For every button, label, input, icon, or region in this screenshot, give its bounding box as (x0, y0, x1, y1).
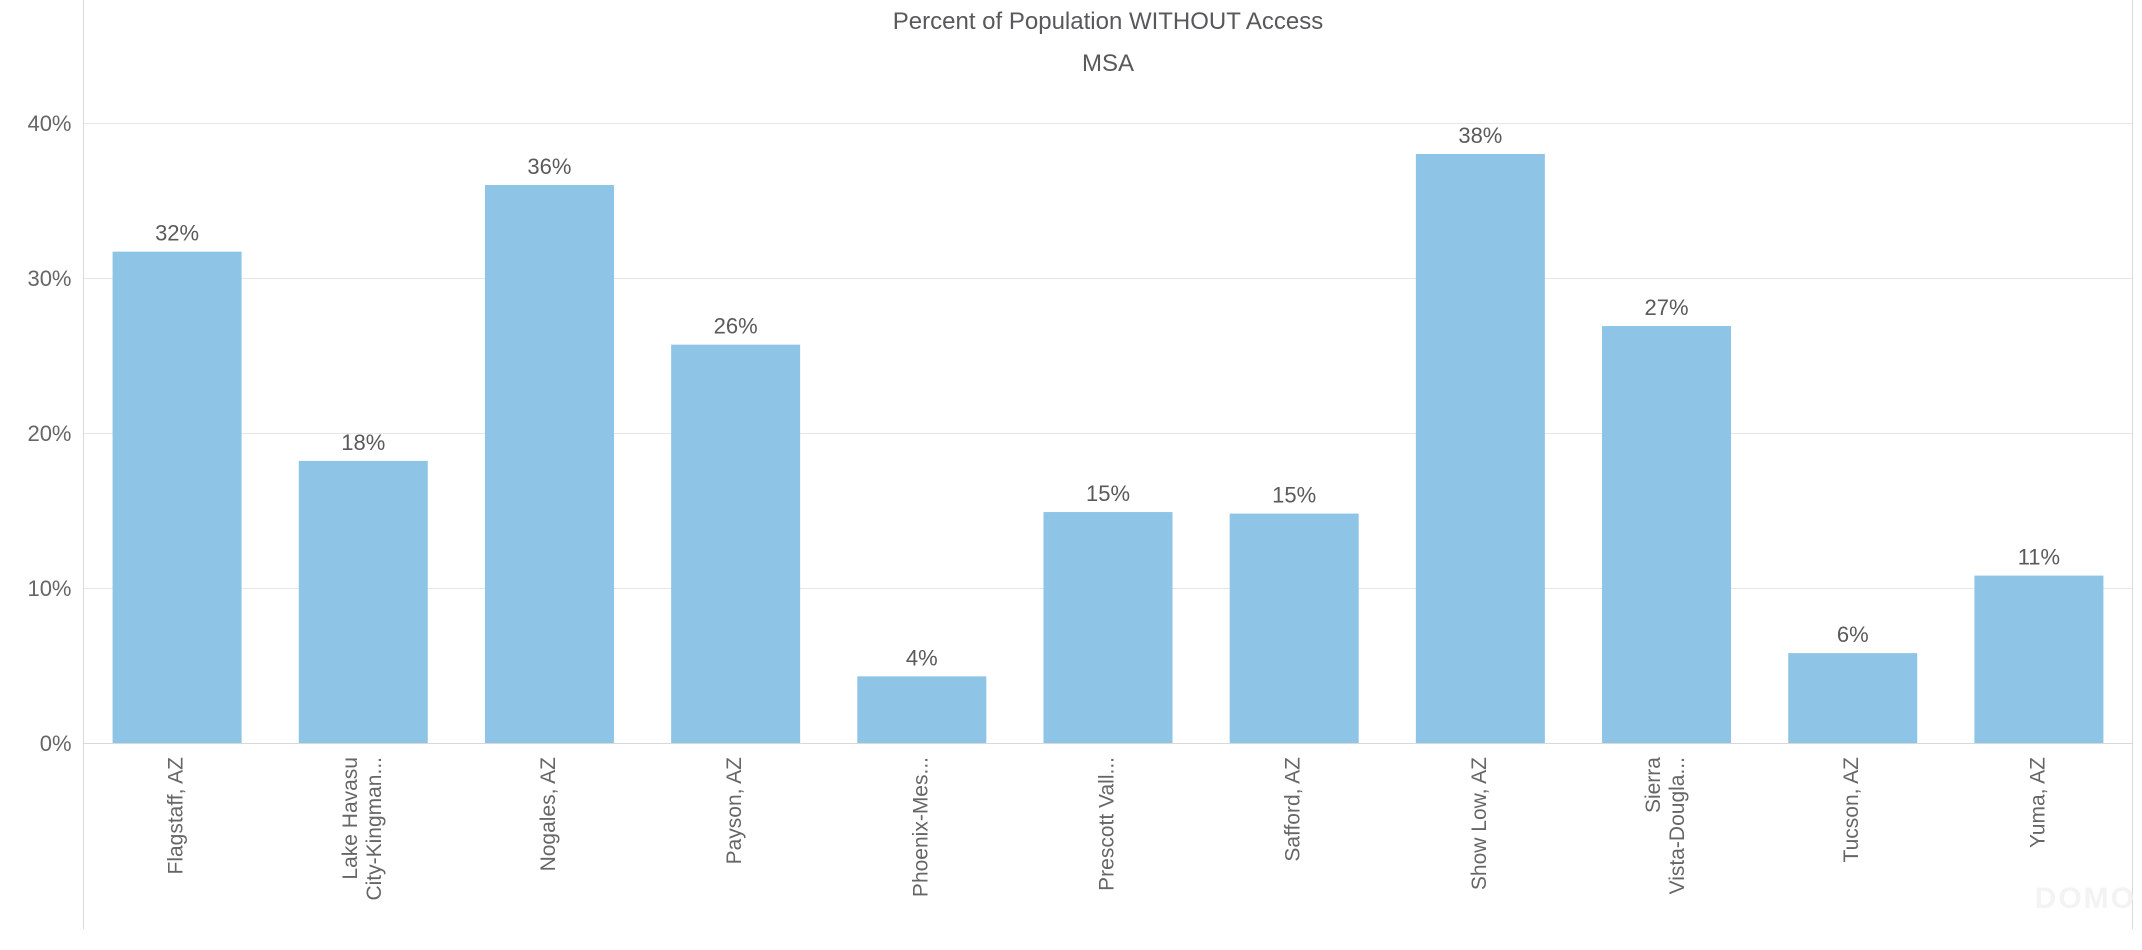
bar[interactable] (1602, 326, 1732, 743)
bar[interactable] (1415, 154, 1545, 743)
bar-value-label: 18% (341, 430, 385, 455)
bar[interactable] (1788, 653, 1918, 743)
x-axis-category-label: Payson, AZ (723, 757, 746, 865)
bar[interactable] (671, 344, 801, 743)
bar[interactable] (1974, 575, 2104, 743)
x-axis-category-label: Yuma, AZ (2026, 757, 2049, 848)
chart-subtitle: MSA (1081, 50, 1134, 77)
x-axis-category-label: Show Low, AZ (1468, 757, 1491, 890)
x-axis-category-label: Safford, AZ (1282, 757, 1305, 862)
bar-value-label: 15% (1086, 481, 1130, 506)
bar-value-label: 6% (1837, 622, 1869, 647)
x-axis-category-label: SierraVista-Dougla... (1642, 757, 1689, 895)
x-axis-category-label: Tucson, AZ (1840, 757, 1863, 863)
x-axis-category-label: Flagstaff, AZ (165, 757, 188, 875)
y-axis-tick-label: 0% (40, 731, 72, 756)
bar[interactable] (857, 676, 987, 743)
y-axis-tick-label: 20% (27, 421, 71, 446)
chart-title: Percent of Population WITHOUT Access (892, 8, 1324, 35)
x-axis-category-label: Lake HavasuCity-Kingman... (339, 757, 386, 901)
bar-value-label: 38% (1458, 123, 1502, 148)
bar-value-label: 27% (1645, 295, 1689, 320)
bar-value-label: 26% (714, 314, 758, 339)
y-axis-tick-label: 30% (27, 266, 71, 291)
bar-value-label: 11% (2018, 545, 2060, 570)
bar[interactable] (1043, 512, 1173, 743)
bar[interactable] (484, 185, 614, 743)
bar-value-label: 15% (1272, 483, 1316, 508)
bar-value-label: 4% (906, 645, 938, 670)
domo-watermark: DOMO (2034, 882, 2136, 915)
bar[interactable] (298, 460, 428, 743)
x-axis-category-label: Nogales, AZ (537, 757, 560, 872)
bar[interactable] (112, 251, 242, 743)
bar-value-label: 36% (527, 154, 571, 179)
x-axis-category-label: Phoenix-Mes... (909, 757, 932, 897)
y-axis-tick-label: 40% (27, 111, 71, 136)
bar-value-label: 32% (155, 221, 199, 246)
bar[interactable] (1229, 513, 1359, 743)
x-axis-category-label: Prescott Vall... (1096, 757, 1119, 891)
y-axis-tick-label: 10% (27, 576, 71, 601)
